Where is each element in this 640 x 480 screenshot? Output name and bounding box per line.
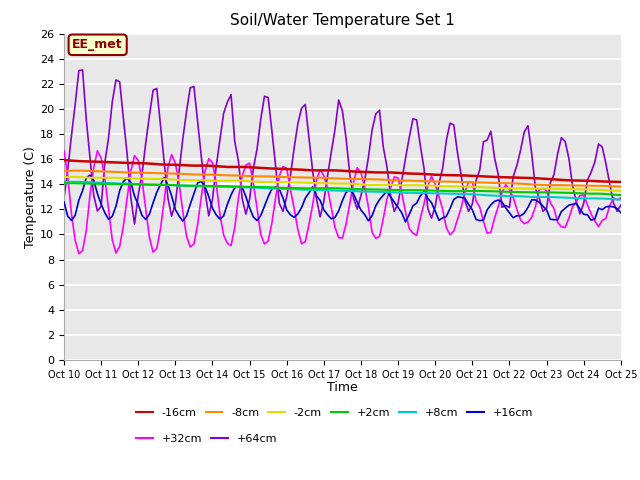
+2cm — [335, 185, 342, 191]
+64cm — [458, 172, 465, 178]
-16cm — [617, 179, 625, 185]
+32cm — [335, 235, 342, 240]
+16cm — [60, 199, 68, 205]
Line: +2cm: +2cm — [64, 183, 621, 195]
+32cm — [617, 195, 625, 201]
+64cm — [405, 135, 413, 141]
+64cm — [617, 202, 625, 208]
+2cm — [402, 187, 410, 193]
-8cm — [609, 183, 617, 189]
-8cm — [335, 176, 342, 181]
+32cm — [60, 147, 68, 153]
-16cm — [606, 179, 614, 185]
Line: -16cm: -16cm — [64, 160, 621, 182]
-2cm — [68, 174, 76, 180]
Line: +16cm: +16cm — [64, 175, 621, 222]
+8cm — [260, 185, 268, 191]
-2cm — [609, 188, 617, 193]
+32cm — [260, 241, 268, 247]
+64cm — [420, 166, 428, 171]
+32cm — [417, 216, 424, 221]
-8cm — [454, 179, 461, 185]
+64cm — [613, 208, 621, 214]
+8cm — [68, 179, 76, 185]
+2cm — [417, 187, 424, 193]
-8cm — [71, 168, 79, 173]
+16cm — [402, 219, 410, 225]
-16cm — [398, 170, 406, 176]
-2cm — [60, 174, 68, 180]
-16cm — [60, 157, 68, 163]
Line: -2cm: -2cm — [64, 177, 621, 191]
-16cm — [450, 172, 458, 178]
+16cm — [86, 172, 94, 178]
-2cm — [454, 183, 461, 189]
-8cm — [417, 178, 424, 184]
+16cm — [613, 206, 621, 212]
-8cm — [260, 173, 268, 179]
+64cm — [60, 196, 68, 202]
-16cm — [331, 168, 339, 173]
-8cm — [617, 184, 625, 190]
-2cm — [402, 182, 410, 188]
+32cm — [609, 195, 617, 201]
+64cm — [79, 67, 86, 73]
-2cm — [617, 188, 625, 194]
+32cm — [454, 217, 461, 223]
+2cm — [260, 184, 268, 190]
+8cm — [417, 190, 424, 196]
+8cm — [335, 188, 342, 193]
Legend: +32cm, +64cm: +32cm, +64cm — [136, 434, 277, 444]
+16cm — [405, 212, 413, 217]
-16cm — [413, 171, 420, 177]
+8cm — [402, 190, 410, 196]
-16cm — [257, 165, 264, 171]
+32cm — [75, 251, 83, 256]
+16cm — [617, 210, 625, 216]
+64cm — [264, 95, 272, 100]
Title: Soil/Water Temperature Set 1: Soil/Water Temperature Set 1 — [230, 13, 455, 28]
-8cm — [402, 178, 410, 183]
Line: +64cm: +64cm — [64, 70, 621, 224]
+8cm — [617, 197, 625, 203]
Line: -8cm: -8cm — [64, 170, 621, 187]
+16cm — [420, 189, 428, 194]
-8cm — [60, 168, 68, 174]
-2cm — [260, 179, 268, 185]
+64cm — [339, 108, 346, 114]
+16cm — [335, 208, 342, 214]
+16cm — [260, 204, 268, 209]
+2cm — [454, 188, 461, 194]
X-axis label: Time: Time — [327, 381, 358, 394]
+8cm — [609, 196, 617, 202]
Line: +8cm: +8cm — [64, 182, 621, 200]
+2cm — [60, 180, 68, 186]
Y-axis label: Temperature (C): Temperature (C) — [24, 146, 37, 248]
Line: +32cm: +32cm — [64, 150, 621, 253]
Text: EE_met: EE_met — [72, 38, 123, 51]
-2cm — [417, 182, 424, 188]
+2cm — [617, 192, 625, 198]
+2cm — [609, 192, 617, 198]
+2cm — [64, 180, 72, 186]
+64cm — [131, 221, 138, 227]
+8cm — [60, 179, 68, 185]
-2cm — [335, 181, 342, 187]
+16cm — [458, 194, 465, 200]
+8cm — [454, 191, 461, 197]
+32cm — [402, 209, 410, 215]
